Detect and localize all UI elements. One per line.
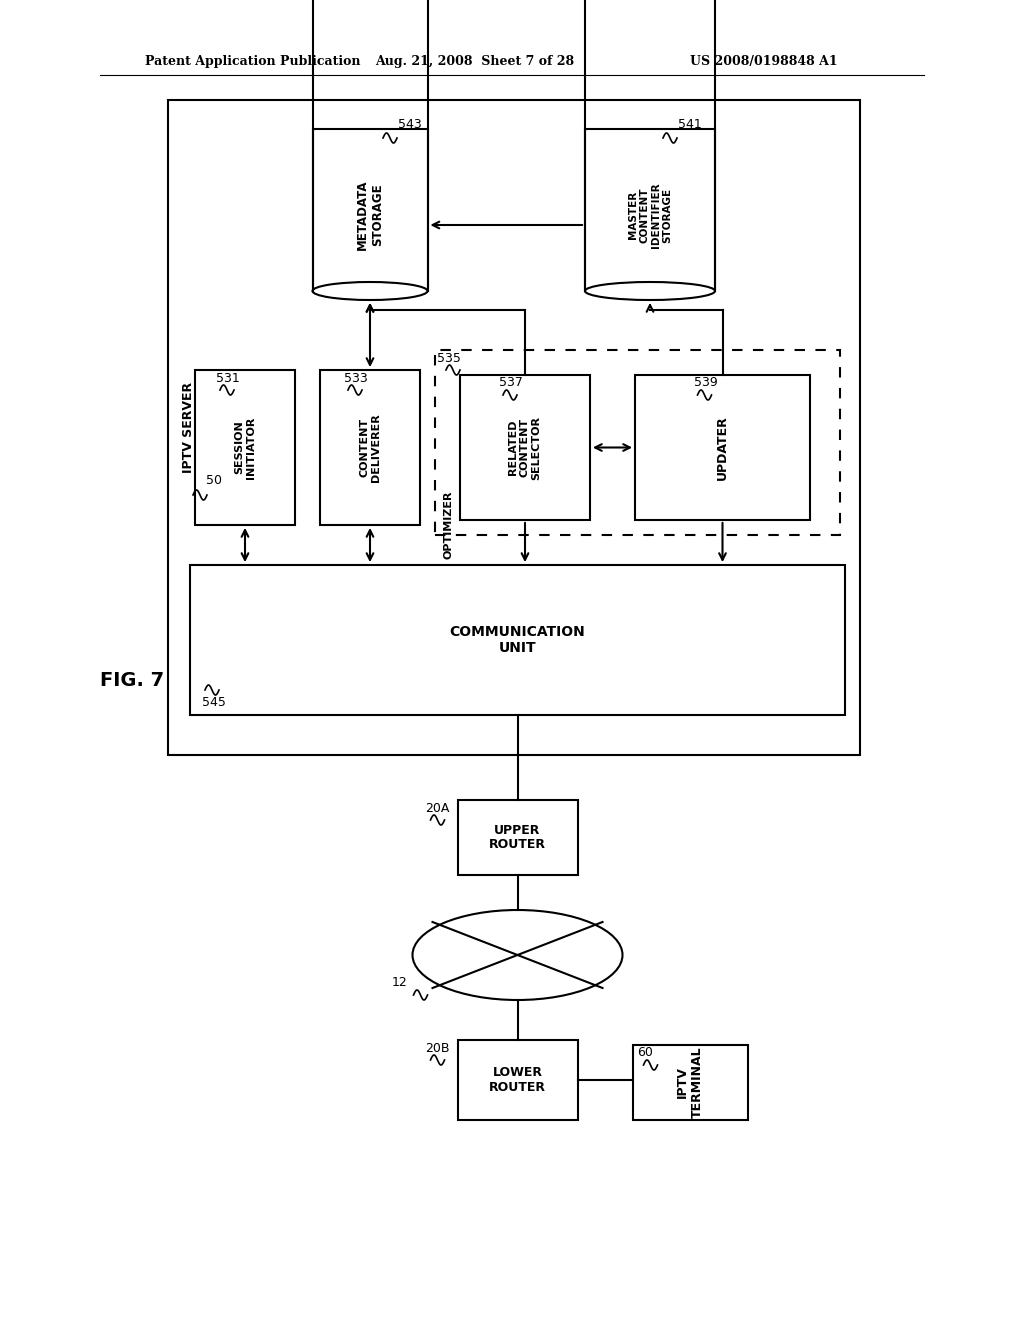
Text: CONTENT
DELIVERER: CONTENT DELIVERER [359,413,381,482]
Text: 543: 543 [398,119,422,132]
Ellipse shape [585,282,715,300]
Text: SESSION
INITIATOR: SESSION INITIATOR [234,416,256,479]
Text: 535: 535 [437,351,461,364]
Bar [458,1040,578,1119]
Bar [195,370,295,525]
Text: 545: 545 [202,697,226,710]
Text: IPTV
TERMINAL: IPTV TERMINAL [676,1047,705,1118]
Bar [319,370,420,525]
Text: RELATED
CONTENT
SELECTOR: RELATED CONTENT SELECTOR [508,416,542,479]
Text: Aug. 21, 2008  Sheet 7 of 28: Aug. 21, 2008 Sheet 7 of 28 [375,55,574,69]
Bar [458,800,578,875]
Text: Patent Application Publication: Patent Application Publication [145,55,360,69]
Text: UPDATER: UPDATER [716,414,729,480]
Bar [460,375,590,520]
Bar [435,350,840,535]
Bar [585,129,715,290]
Text: 533: 533 [344,371,368,384]
Bar [633,1045,748,1119]
Bar [168,100,860,755]
Text: OPTIMIZER: OPTIMIZER [443,491,453,560]
Text: 60: 60 [638,1047,653,1060]
Text: US 2008/0198848 A1: US 2008/0198848 A1 [690,55,838,69]
Bar [635,375,810,520]
Text: 20A: 20A [425,801,450,814]
Text: 541: 541 [678,119,701,132]
Text: LOWER
ROUTER: LOWER ROUTER [489,1067,546,1094]
Text: MASTER
CONTENT
IDENTIFIER
STORAGE: MASTER CONTENT IDENTIFIER STORAGE [628,182,673,248]
Text: COMMUNICATION
UNIT: COMMUNICATION UNIT [450,624,586,655]
Text: 537: 537 [499,376,523,389]
Text: 12: 12 [392,975,408,989]
Text: 531: 531 [216,371,240,384]
Text: IPTV SERVER: IPTV SERVER [181,381,195,473]
Text: 50: 50 [206,474,222,487]
Text: 539: 539 [693,376,718,389]
Bar [190,565,845,715]
Bar [312,129,427,290]
Text: METADATA
STORAGE: METADATA STORAGE [356,180,384,251]
Text: FIG. 7: FIG. 7 [100,671,164,689]
Text: UPPER
ROUTER: UPPER ROUTER [489,824,546,851]
Text: 20B: 20B [425,1041,450,1055]
Ellipse shape [312,282,427,300]
Ellipse shape [413,909,623,1001]
